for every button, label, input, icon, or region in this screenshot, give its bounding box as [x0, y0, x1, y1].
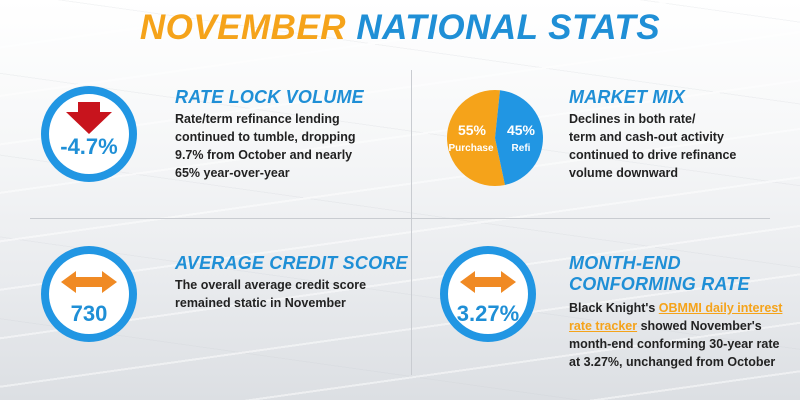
credit-score-desc-line: remained static in November [175, 296, 346, 310]
conforming-rate-desc: Black Knight's OBMMI daily interest rate… [569, 299, 782, 371]
conforming-rate-desc-line: at 3.27%, unchanged from October [569, 355, 776, 369]
credit-score-value: 730 [70, 301, 108, 326]
vertical-divider [411, 70, 412, 375]
conforming-rate-desc-line: rate tracker showed November's [569, 317, 782, 335]
desc-line2-rest: showed November's [637, 319, 762, 333]
page-title: NOVEMBER NATIONAL STATS [0, 8, 800, 48]
market-mix-desc-line: term and cash-out activity [569, 130, 724, 144]
obmmi-tracker-link[interactable]: OBMMI daily interest [658, 301, 783, 315]
horizontal-divider [30, 218, 770, 219]
conforming-rate-title: MONTH-END CONFORMING RATE [569, 253, 750, 295]
market-mix-title: MARKET MIX [569, 87, 685, 107]
purchase-percent: 55% [458, 122, 487, 138]
market-mix-desc-line: volume downward [569, 166, 679, 180]
title-highlight: NOVEMBER [139, 8, 347, 47]
market-mix-desc: Declines in both rate/ term and cash-out… [569, 110, 736, 182]
conforming-rate-desc-line: month-end conforming 30-year rate [569, 337, 780, 351]
refi-label: Refi [512, 143, 531, 154]
rate-lock-circle: -4.7% [41, 86, 137, 182]
market-mix-desc-line: continued to drive refinance [569, 148, 737, 162]
desc-prefix: Black Knight's [569, 301, 659, 315]
arrow-down-icon [66, 102, 112, 134]
conforming-rate-title-line: CONFORMING RATE [569, 274, 750, 294]
rate-lock-desc: Rate/term refinance lending continued to… [175, 110, 356, 182]
obmmi-tracker-link-cont[interactable]: rate tracker [569, 319, 638, 333]
double-arrow-shape [460, 271, 516, 293]
rate-lock-desc-line: continued to tumble, dropping [175, 130, 356, 144]
credit-score-desc-line: The overall average credit score [175, 278, 367, 292]
double-arrow-shape [61, 271, 117, 293]
pie-slice-purchase [447, 90, 505, 186]
conforming-rate-title-line: MONTH-END [569, 253, 681, 273]
rate-lock-desc-line: 9.7% from October and nearly [175, 148, 353, 162]
purchase-label: Purchase [448, 143, 493, 154]
conforming-rate-value: 3.27% [456, 301, 520, 326]
arrow-down-shape [66, 102, 112, 134]
double-arrow-icon [460, 271, 516, 293]
rate-lock-desc-line: Rate/term refinance lending [175, 112, 340, 126]
pie-slice-refi [495, 90, 543, 185]
market-mix-pie-chart: 55% Purchase 45% Refi [447, 90, 543, 186]
rate-lock-title: RATE LOCK VOLUME [175, 87, 364, 107]
title-rest: NATIONAL STATS [356, 8, 661, 47]
credit-score-circle: 730 [41, 246, 137, 342]
double-arrow-icon [61, 271, 117, 293]
conforming-rate-desc-line: Black Knight's OBMMI daily interest [569, 299, 782, 317]
refi-percent: 45% [507, 122, 536, 138]
credit-score-title: AVERAGE CREDIT SCORE [175, 253, 408, 273]
credit-score-desc: The overall average credit score remaine… [175, 276, 366, 312]
rate-lock-desc-line: 65% year-over-year [175, 166, 290, 180]
conforming-rate-circle: 3.27% [440, 246, 536, 342]
market-mix-desc-line: Declines in both rate/ [569, 112, 696, 126]
rate-lock-value: -4.7% [60, 134, 118, 159]
